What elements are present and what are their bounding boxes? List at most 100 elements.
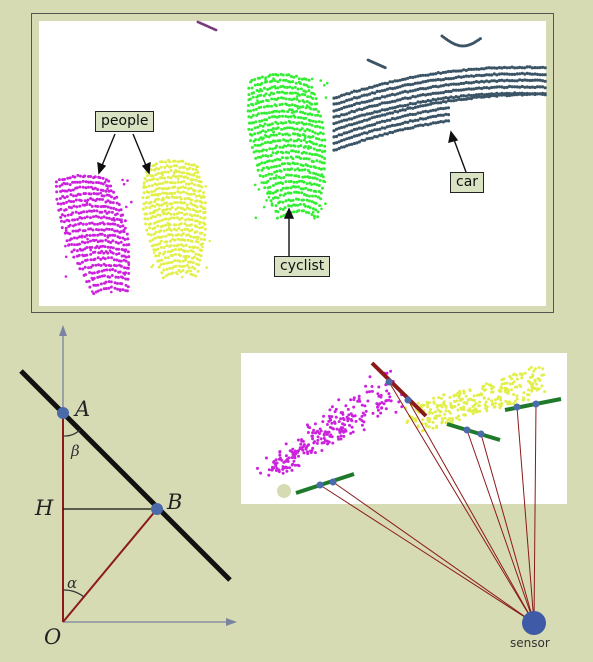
- car-point: [411, 106, 415, 110]
- car-point: [530, 66, 535, 70]
- cyclist-point: [298, 128, 302, 132]
- car-point: [543, 79, 547, 83]
- people-point: [65, 189, 69, 193]
- car-point: [543, 66, 547, 70]
- cyclist-point: [286, 143, 290, 147]
- car-point: [462, 68, 466, 72]
- scene-point: [368, 375, 372, 379]
- people-point: [89, 265, 93, 269]
- car-point: [355, 101, 359, 105]
- people-point: [157, 207, 161, 211]
- people-point: [196, 214, 200, 218]
- sensor-point: [522, 611, 546, 635]
- cyclist-point: [258, 119, 262, 123]
- cyclist-point: [270, 172, 274, 176]
- car-point: [482, 95, 486, 99]
- car-point: [449, 82, 453, 86]
- car-point: [357, 120, 361, 124]
- people-point: [157, 219, 161, 223]
- car-point: [459, 98, 463, 102]
- cyclist-point: [274, 182, 278, 186]
- car-point: [444, 83, 448, 87]
- people-point: [64, 275, 68, 278]
- car-point: [515, 79, 519, 83]
- people-point: [88, 234, 92, 237]
- car-point: [380, 113, 384, 117]
- scene-point: [339, 417, 343, 421]
- people-point: [107, 179, 111, 183]
- point-B: [151, 503, 163, 515]
- cyclist-point: [311, 119, 315, 123]
- cyclist-point: [310, 213, 314, 216]
- cyclist-point: [291, 185, 295, 188]
- cyclist-point: [275, 164, 279, 168]
- car-point: [365, 87, 369, 91]
- car-point: [340, 125, 344, 130]
- car-point: [352, 122, 356, 126]
- people-point: [60, 219, 63, 223]
- people-point: [89, 180, 93, 184]
- people-point: [170, 260, 174, 264]
- cyclist-point: [307, 145, 310, 148]
- car-point: [345, 118, 349, 122]
- cyclist-point: [272, 130, 275, 134]
- cyclist-point: [324, 96, 328, 99]
- scene-point: [459, 406, 463, 410]
- cyclist-point: [285, 126, 289, 130]
- car-point: [370, 111, 374, 115]
- cyclist-point: [294, 91, 297, 95]
- cyclist-point: [320, 173, 324, 176]
- scene-point: [330, 415, 334, 419]
- people-point: [87, 266, 90, 270]
- car-point: [383, 113, 387, 117]
- car-point: [340, 145, 344, 149]
- scene-point: [267, 473, 271, 477]
- car-point: [538, 73, 542, 77]
- people-point: [181, 232, 185, 236]
- car-point: [342, 131, 346, 135]
- car-point: [373, 128, 377, 132]
- cyclist-point: [269, 133, 273, 137]
- people-point: [111, 201, 115, 205]
- cyclist-point: [293, 104, 297, 107]
- cyclist-point: [270, 165, 273, 169]
- cyclist-point: [292, 210, 296, 214]
- cyclist-point: [318, 148, 322, 152]
- people-point: [190, 218, 194, 222]
- scene-point: [347, 413, 351, 417]
- scene-point: [284, 442, 288, 446]
- people-point: [106, 251, 110, 255]
- cyclist-point: [285, 145, 288, 148]
- people-point: [89, 175, 93, 178]
- people-point: [113, 229, 117, 233]
- cyclist-point: [283, 85, 287, 89]
- people-point: [177, 226, 181, 230]
- cyclist-point: [290, 108, 294, 112]
- cyclist-point: [299, 87, 303, 91]
- cyclist-point: [295, 95, 299, 98]
- people-point: [169, 244, 173, 247]
- car-point: [510, 79, 514, 83]
- car-point: [482, 86, 486, 90]
- people-point: [114, 208, 118, 211]
- car-point: [385, 125, 389, 129]
- cyclist-point: [320, 155, 324, 159]
- car-point: [352, 134, 356, 138]
- car-point: [426, 110, 430, 114]
- scene-point: [312, 441, 316, 445]
- car-point: [495, 85, 499, 89]
- people-point: [174, 252, 177, 256]
- people-point: [85, 233, 89, 237]
- people-point: [72, 248, 76, 252]
- people-point: [189, 223, 193, 227]
- car-point: [487, 92, 491, 96]
- people-point: [146, 195, 150, 199]
- scene-point: [389, 369, 393, 373]
- people-point: [121, 236, 125, 240]
- people-point: [146, 232, 150, 236]
- people-point: [69, 193, 73, 197]
- people-point: [126, 237, 130, 241]
- car-point: [467, 87, 471, 91]
- scene-point: [302, 443, 306, 447]
- cyclist-point: [300, 191, 304, 195]
